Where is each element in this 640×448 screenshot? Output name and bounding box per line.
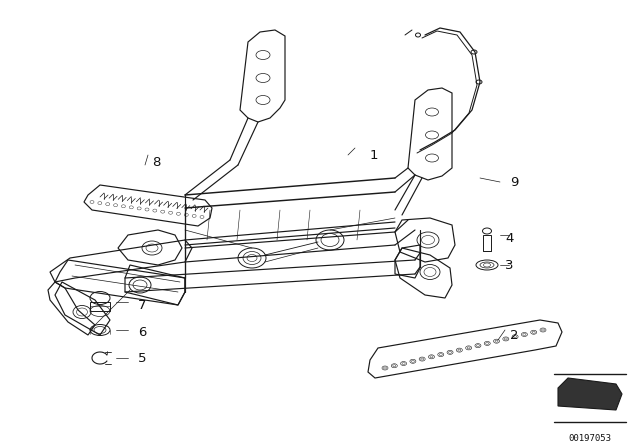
Text: 4: 4 [505,232,513,245]
Text: 8: 8 [152,155,161,168]
Text: 1: 1 [370,148,378,161]
Text: 00197053: 00197053 [568,434,611,443]
Text: 6: 6 [138,326,147,339]
Text: 7: 7 [138,298,147,311]
Text: 3: 3 [505,258,513,271]
Text: 9: 9 [510,176,518,189]
Text: 2: 2 [510,328,518,341]
Text: 5: 5 [138,352,147,365]
Polygon shape [558,378,622,410]
